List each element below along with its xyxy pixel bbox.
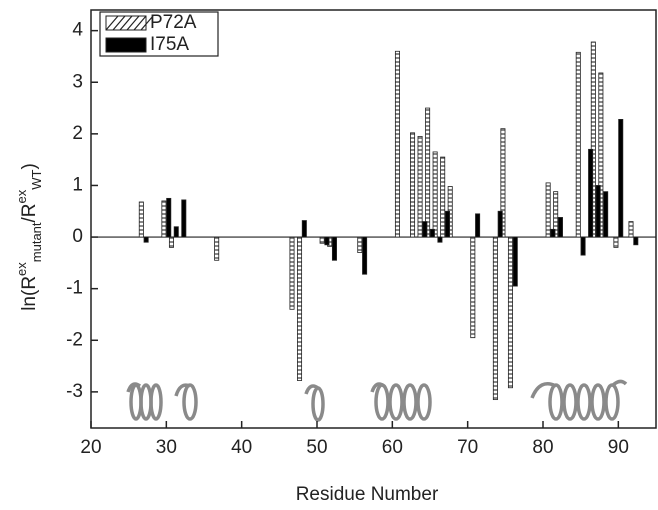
bar [319, 236, 325, 244]
bar [410, 132, 416, 238]
bar [500, 128, 506, 238]
bar [545, 182, 551, 238]
bar [470, 236, 476, 339]
bar [598, 72, 604, 238]
plot-frame [90, 9, 657, 429]
bar [557, 217, 563, 238]
bar [628, 221, 634, 238]
bar [497, 210, 503, 238]
helix-icons [126, 379, 628, 422]
bar [362, 236, 368, 275]
legend-label: I75A [150, 34, 189, 55]
bar [507, 236, 513, 389]
y-tick-label: -1 [66, 278, 83, 299]
y-label-part: ex [14, 189, 29, 203]
y-label-part: mutant [29, 222, 44, 262]
bar [633, 236, 639, 246]
y-label-part: /R [19, 203, 40, 222]
bar [168, 236, 174, 248]
y-label-part: ) [19, 163, 40, 169]
bar [603, 191, 609, 238]
bar [301, 220, 307, 238]
bar [143, 236, 149, 243]
bar [214, 236, 220, 261]
bar [613, 236, 619, 248]
bar [575, 51, 581, 238]
bar [444, 210, 450, 238]
bar [138, 201, 144, 238]
bar [181, 199, 187, 238]
x-tick-label: 20 [80, 437, 101, 458]
bar [166, 197, 172, 238]
bar [437, 236, 443, 243]
bar [173, 226, 179, 238]
x-tick-label: 80 [532, 437, 553, 458]
bar [394, 50, 400, 238]
y-tick-label: 2 [72, 123, 83, 144]
bar [297, 236, 303, 381]
y-label-part: ex [14, 262, 29, 276]
y-tick-label: 3 [72, 71, 83, 92]
bar [161, 200, 167, 238]
bar [432, 151, 438, 238]
bar [429, 228, 435, 238]
bar [475, 213, 481, 238]
x-axis-label: Residue Number [296, 484, 439, 505]
y-tick-label: -3 [66, 381, 83, 402]
bar [553, 191, 559, 238]
legend-hatch [119, 15, 133, 31]
legend-hatch [112, 15, 126, 31]
bar [417, 136, 423, 238]
bar [618, 119, 624, 238]
x-tick-label: 90 [608, 437, 629, 458]
y-label-part: ln(R [19, 276, 40, 311]
bar [422, 221, 428, 238]
x-tick-label: 70 [457, 437, 478, 458]
bar [289, 236, 295, 310]
y-tick-label: 0 [72, 226, 83, 247]
bar [595, 185, 601, 238]
legend-hatch [133, 15, 147, 31]
x-tick-label: 50 [306, 437, 327, 458]
x-tick-label: 60 [382, 437, 403, 458]
y-tick-label: 1 [72, 174, 83, 195]
bar [492, 236, 498, 401]
y-tick-label: -2 [66, 329, 83, 350]
y-axis-label: ln(Rexmutant/RexWT) [14, 163, 44, 311]
bar [425, 107, 431, 238]
x-tick-label: 30 [156, 437, 177, 458]
x-tick-label: 40 [231, 437, 252, 458]
legend-hatch [126, 15, 140, 31]
bar [590, 41, 596, 238]
bar [324, 236, 330, 246]
y-label-part: WT [29, 169, 44, 189]
legend-hatch [105, 15, 119, 31]
bar [357, 236, 363, 253]
bar [440, 156, 446, 238]
bar [580, 236, 586, 256]
legend-label: P72A [150, 12, 197, 33]
bar [588, 148, 594, 238]
bar [550, 228, 556, 238]
y-tick-label: 4 [72, 20, 83, 41]
legend-swatch [105, 37, 147, 53]
bar [331, 236, 337, 261]
legend-hatch [140, 15, 154, 31]
bar [512, 236, 518, 287]
